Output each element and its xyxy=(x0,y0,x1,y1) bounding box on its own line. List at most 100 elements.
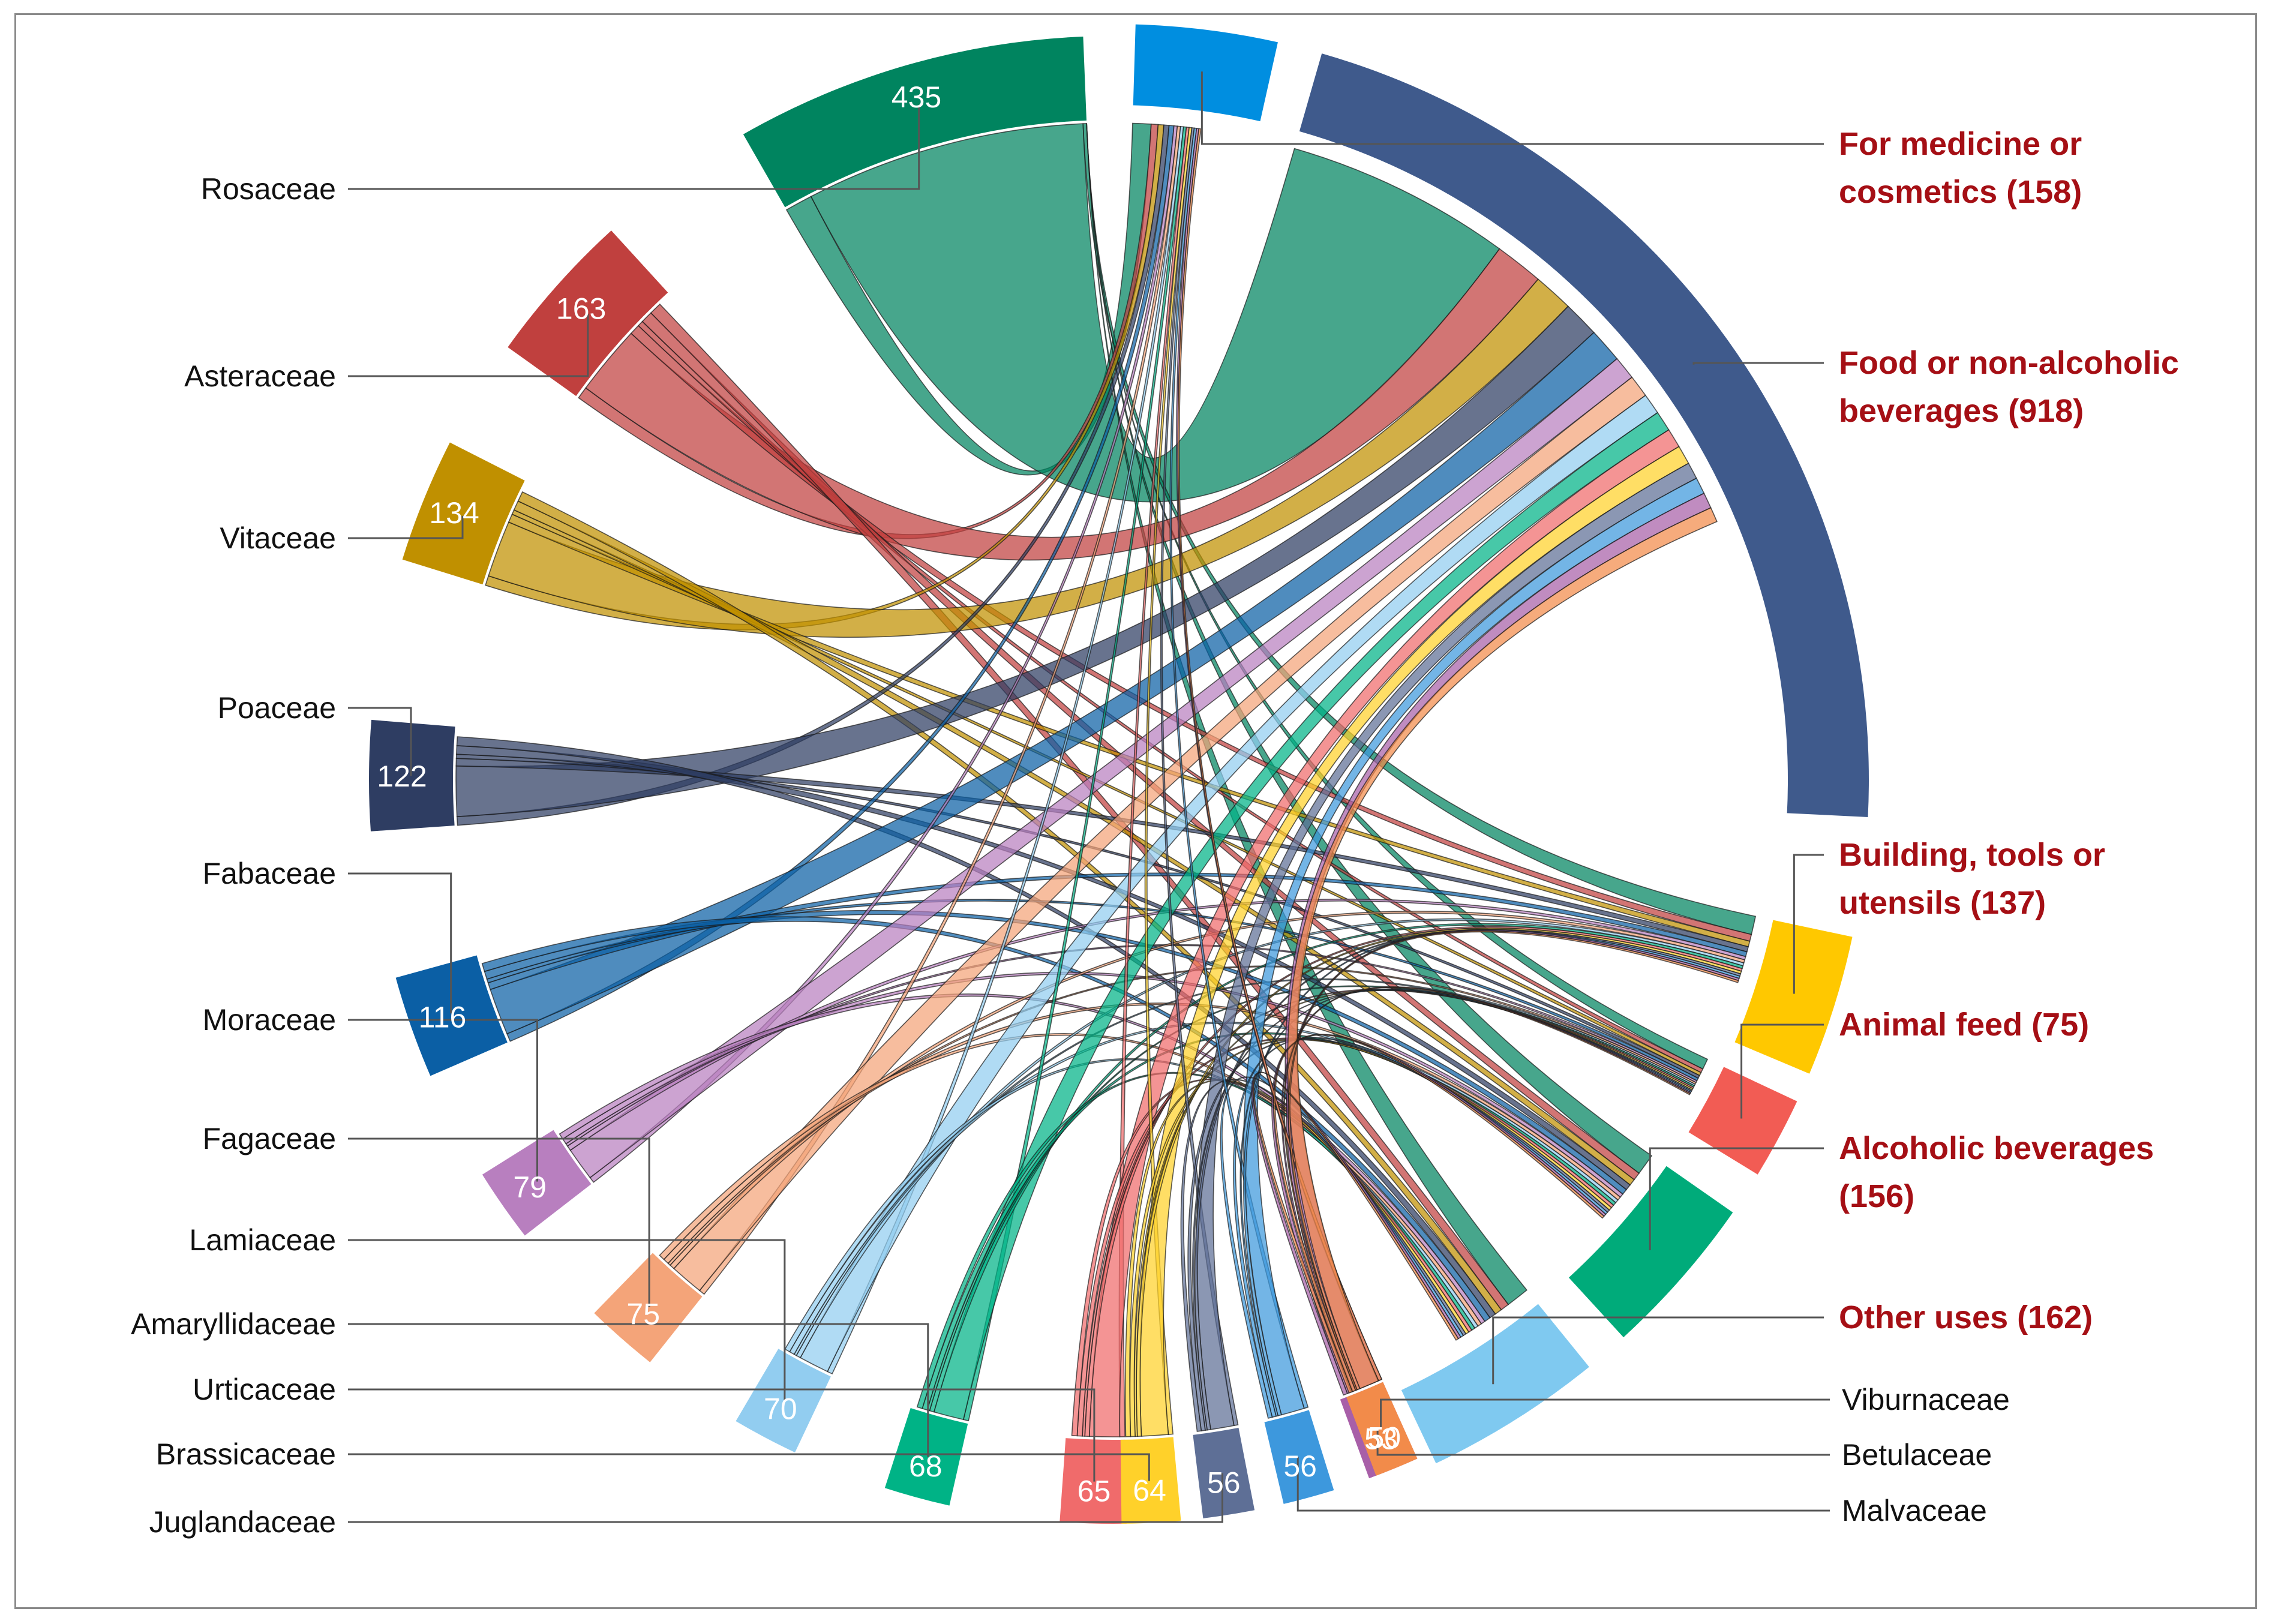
ribbon-betulaceae-to-use-5 xyxy=(1251,1071,1461,1396)
use-leader-0 xyxy=(1200,71,1824,145)
ribbon-viburnaceae-to-use-3 xyxy=(1283,986,1691,1391)
family-label-poaceae: Poaceae xyxy=(218,691,336,725)
ribbon-juglandaceae-to-use-0 xyxy=(1160,127,1239,1427)
ribbon-fagaceae-to-use-2 xyxy=(669,911,1746,1269)
ribbon-brassicaceae-to-use-2 xyxy=(1136,927,1742,1437)
ribbon-juglandaceae-to-use-4 xyxy=(1187,1038,1610,1431)
family-label-betulaceae: Betulaceae xyxy=(1842,1438,1992,1472)
family-label-rosaceae: Rosaceae xyxy=(201,172,336,206)
use-arc-0[interactable] xyxy=(1133,24,1278,122)
use-label-4-line1: Alcoholic beverages xyxy=(1839,1130,2154,1166)
family-arc-poaceae[interactable] xyxy=(368,719,455,831)
family-value-poaceae: 122 xyxy=(377,760,427,793)
leader-viburnaceae xyxy=(1380,1398,1830,1429)
family-arc-fagaceae[interactable] xyxy=(594,1253,703,1362)
ribbon-vitaceae-to-use-4 xyxy=(513,500,1635,1186)
ribbon-amaryllidaceae-to-use-0 xyxy=(962,126,1187,1422)
ribbon-lamiaceae-to-use-0 xyxy=(827,125,1184,1375)
ribbon-fagaceae-to-use-1 xyxy=(673,376,1646,1292)
leader-poaceae xyxy=(348,707,412,776)
ribbon-moraceae-to-use-0 xyxy=(589,125,1178,1183)
family-label-brassicaceae: Brassicaceae xyxy=(156,1437,336,1471)
leader-betulaceae xyxy=(1376,1430,1830,1456)
ribbon-fagaceae-to-use-5 xyxy=(659,1033,1482,1327)
ribbon-urticaceae-to-use-4 xyxy=(1076,1037,1614,1437)
family-arc-malvaceae[interactable] xyxy=(1264,1410,1334,1504)
family-label-fabaceae: Fabaceae xyxy=(203,857,336,890)
ribbon-brassicaceae-to-use-0 xyxy=(1144,127,1193,1435)
family-arc-amaryllidaceae[interactable] xyxy=(884,1408,968,1506)
use-label-1-line2: beverages (918) xyxy=(1839,393,2084,429)
family-arc-lamiaceae[interactable] xyxy=(736,1349,831,1453)
family-arc-fabaceae[interactable] xyxy=(395,955,508,1076)
family-value-juglandaceae: 56 xyxy=(1207,1466,1241,1500)
ribbon-moraceae-to-use-1 xyxy=(569,358,1633,1179)
use-arc-2[interactable] xyxy=(1734,920,1853,1074)
family-label-vitaceae: Vitaceae xyxy=(220,521,336,555)
use-label-0-line2: cosmetics (158) xyxy=(1839,174,2082,210)
use-leader-2 xyxy=(1793,854,1824,994)
ribbon-rosaceae-to-use-5 xyxy=(1086,123,1528,1305)
use-arc-5[interactable] xyxy=(1401,1304,1589,1464)
family-label-juglandaceae: Juglandaceae xyxy=(149,1505,336,1539)
family-label-lamiaceae: Lamiaceae xyxy=(189,1223,336,1257)
ribbon-brassicaceae-to-use-5 xyxy=(1124,1079,1470,1437)
ribbon-rosaceae-to-use-4 xyxy=(1086,123,1653,1174)
use-label-1-line1: Food or non-alcoholic xyxy=(1839,345,2179,381)
ribbon-vitaceae-to-use-1 xyxy=(488,278,1569,638)
use-leader-4 xyxy=(1649,1147,1824,1250)
use-leader-3 xyxy=(1740,1023,1824,1119)
ribbon-fagaceae-to-use-0 xyxy=(698,125,1181,1295)
leader-rosaceae xyxy=(348,105,920,190)
leader-moraceae xyxy=(348,1019,538,1182)
ribbons-layer xyxy=(455,122,1757,1437)
arcs-layer xyxy=(368,24,1869,1524)
family-value-lamiaceae: 70 xyxy=(764,1392,797,1425)
use-label-2-line1: Building, tools or xyxy=(1839,837,2105,873)
leader-juglandaceae xyxy=(348,1473,1223,1523)
family-label-asteraceae: Asteraceae xyxy=(184,359,336,393)
ribbon-malvaceae-to-use-2 xyxy=(1243,929,1741,1416)
family-arc-moraceae[interactable] xyxy=(482,1130,592,1236)
ribbon-poaceae-to-use-2 xyxy=(455,758,1749,953)
use-label-5-line1: Other uses (162) xyxy=(1839,1299,2093,1335)
use-leader-5 xyxy=(1492,1316,1824,1385)
ribbon-malvaceae-to-use-5 xyxy=(1220,1076,1464,1419)
use-leader-1 xyxy=(1692,362,1824,365)
leader-fabaceae xyxy=(348,872,452,1014)
family-arc-viburnaceae[interactable] xyxy=(1346,1382,1418,1476)
family-label-urticaceae: Urticaceae xyxy=(193,1373,336,1406)
ribbon-viburnaceae-to-use-5 xyxy=(1252,1071,1459,1394)
family-value-malvaceae: 56 xyxy=(1283,1449,1317,1483)
family-arc-vitaceae[interactable] xyxy=(402,442,525,585)
ribbon-viburnaceae-to-use-2 xyxy=(1287,930,1739,1391)
ribbon-brassicaceae-to-use-4 xyxy=(1129,1038,1613,1437)
ribbon-juglandaceae-to-use-2 xyxy=(1194,929,1742,1431)
family-value-betulaceae: 53 xyxy=(1364,1422,1398,1456)
leader-brassicaceae xyxy=(348,1453,1150,1481)
family-arc-juglandaceae[interactable] xyxy=(1193,1427,1255,1518)
ribbon-amaryllidaceae-to-use-4 xyxy=(922,1032,1617,1411)
use-arc-3[interactable] xyxy=(1688,1067,1797,1175)
family-arc-rosaceae[interactable] xyxy=(743,36,1087,208)
family-label-moraceae: Moraceae xyxy=(203,1003,336,1037)
chart-frame xyxy=(14,13,2257,1609)
leader-vitaceae xyxy=(348,515,464,539)
leaders-layer xyxy=(348,71,1830,1523)
ribbon-malvaceae-to-use-0 xyxy=(1169,127,1309,1409)
use-arc-1[interactable] xyxy=(1299,53,1869,817)
family-label-amaryllidaceae: Amaryllidaceae xyxy=(131,1307,336,1341)
family-arc-brassicaceae[interactable] xyxy=(1120,1437,1181,1524)
use-arc-4[interactable] xyxy=(1568,1166,1733,1338)
leader-amaryllidaceae xyxy=(348,1323,929,1457)
leader-fagaceae xyxy=(348,1137,650,1307)
ribbon-urticaceae-to-use-5 xyxy=(1071,1078,1473,1437)
ribbon-urticaceae-to-use-0 xyxy=(1118,126,1190,1437)
family-value-moraceae: 79 xyxy=(513,1170,547,1204)
leader-malvaceae xyxy=(1296,1457,1830,1512)
ribbon-lamiaceae-to-use-5 xyxy=(784,1058,1479,1353)
family-arc-asteraceae[interactable] xyxy=(508,230,668,397)
family-arc-urticaceae[interactable] xyxy=(1060,1438,1127,1524)
